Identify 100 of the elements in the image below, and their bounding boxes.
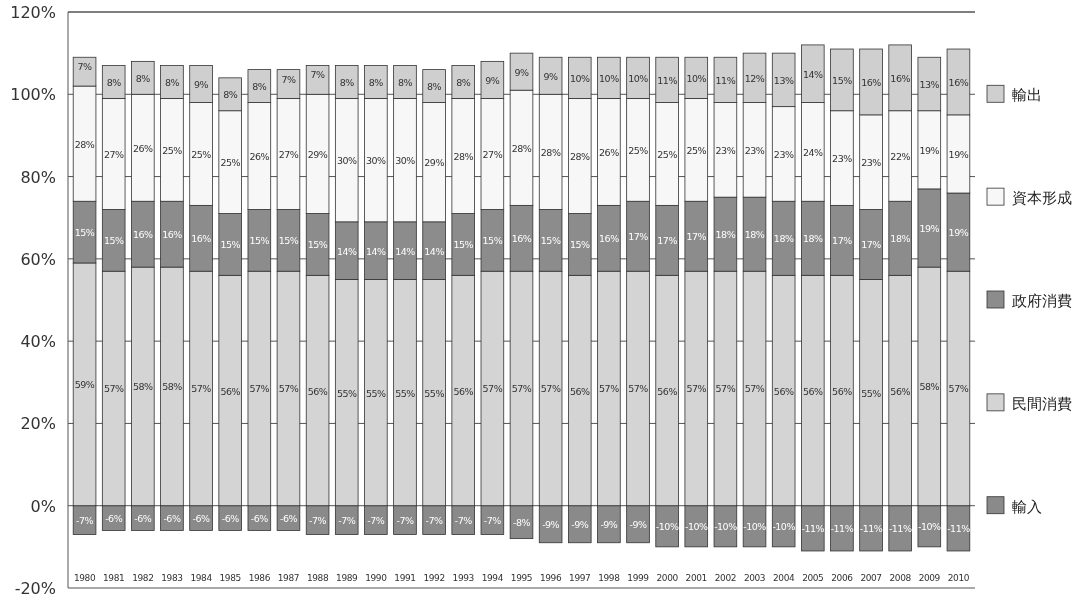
data-label: 15% [482, 235, 503, 247]
data-label: 57% [191, 383, 212, 395]
x-tick-label: 1986 [248, 573, 271, 583]
x-tick-label: 2003 [743, 573, 766, 583]
x-tick-label: 1996 [539, 573, 562, 583]
data-label: 7% [310, 69, 326, 81]
data-label: -10% [655, 521, 679, 533]
data-label: 56% [802, 385, 824, 397]
data-label: -6% [163, 513, 181, 525]
data-label: 15% [103, 235, 124, 247]
data-label: -6% [105, 513, 123, 525]
data-label: 25% [657, 148, 678, 160]
data-label: -7% [425, 515, 444, 527]
data-label: 15% [453, 239, 474, 251]
data-label: 56% [890, 385, 911, 397]
data-label: 57% [249, 383, 270, 395]
data-label: 25% [162, 144, 183, 156]
data-label: -7% [454, 515, 473, 527]
data-label: 8% [339, 76, 355, 88]
data-label: 58% [919, 381, 940, 393]
data-label: 14% [366, 245, 387, 257]
data-label: -11% [888, 523, 912, 535]
data-label: 17% [686, 231, 707, 243]
data-label: 29% [307, 148, 328, 160]
data-label: 28% [511, 142, 532, 154]
data-label: 8% [135, 72, 151, 84]
data-label: -11% [801, 523, 825, 535]
data-label: 26% [133, 142, 154, 154]
data-label: 57% [103, 383, 124, 395]
data-label: -10% [714, 521, 738, 533]
data-label: 57% [948, 383, 969, 395]
data-label: 29% [424, 157, 445, 169]
legend-label: 民間消費 [1012, 394, 1072, 413]
data-label: 8% [456, 76, 471, 88]
data-label: 15% [220, 239, 241, 251]
data-label: 10% [599, 72, 620, 84]
y-tick-label: 100% [10, 85, 56, 105]
x-tick-label: 1991 [394, 573, 416, 583]
x-tick-label: 2002 [714, 573, 737, 583]
x-tick-label: 2001 [685, 573, 707, 583]
data-label: 30% [366, 155, 387, 167]
data-label: 56% [832, 385, 853, 397]
data-label: 14% [802, 68, 824, 80]
data-label: -7% [483, 515, 502, 527]
data-label: 9% [514, 66, 530, 78]
data-label: 28% [74, 138, 95, 150]
data-label: 23% [715, 144, 736, 156]
data-label: 19% [919, 144, 940, 156]
x-tick-label: 1981 [103, 573, 125, 583]
data-label: 14% [395, 245, 416, 257]
data-label: 23% [861, 157, 882, 169]
data-label: 28% [540, 146, 561, 158]
data-label: 14% [336, 245, 357, 257]
data-label: 55% [861, 387, 882, 399]
x-tick-label: 2006 [831, 573, 854, 583]
legend-label: 輸出 [1012, 86, 1042, 105]
y-tick-label: 120% [10, 3, 56, 22]
data-label: 15% [249, 235, 270, 247]
data-label: 18% [890, 233, 911, 245]
data-label: 57% [628, 383, 649, 395]
data-label: 12% [744, 72, 765, 84]
data-label: 8% [164, 76, 180, 88]
data-label: 13% [773, 74, 794, 86]
data-label: -10% [685, 521, 709, 533]
x-tick-label: 1990 [365, 573, 388, 583]
data-label: 15% [307, 239, 328, 251]
data-label: 17% [832, 235, 853, 247]
data-label: 57% [744, 383, 765, 395]
data-label: -8% [513, 517, 531, 529]
data-label: 55% [366, 387, 387, 399]
data-label: 22% [890, 151, 911, 162]
x-tick-label: 1994 [481, 573, 504, 583]
data-label: 58% [162, 381, 183, 393]
data-label: 56% [307, 385, 328, 397]
data-label: 15% [832, 74, 853, 86]
x-tick-label: 1985 [219, 573, 241, 583]
data-label: -7% [338, 515, 356, 527]
data-label: -6% [192, 513, 211, 525]
data-label: -9% [629, 519, 647, 531]
data-label: 57% [540, 383, 561, 395]
x-tick-label: 2009 [918, 573, 941, 583]
data-label: 16% [162, 229, 183, 241]
data-label: -6% [221, 513, 240, 525]
x-tick-label: 2007 [860, 573, 882, 583]
y-tick-label: 0% [30, 496, 56, 516]
data-label: -7% [396, 515, 414, 527]
x-tick-label: 1980 [73, 573, 96, 583]
data-label: 56% [657, 385, 678, 397]
data-label: 57% [511, 383, 532, 395]
legend-label: 政府消費 [1012, 292, 1072, 310]
data-label: -11% [947, 523, 971, 535]
x-tick-label: 1987 [277, 573, 300, 583]
data-label: 17% [628, 231, 649, 243]
y-tick-label: 60% [20, 249, 56, 269]
data-label: -9% [600, 519, 618, 531]
data-label: 16% [861, 76, 882, 88]
data-label: -11% [830, 523, 854, 535]
x-tick-label: 1988 [306, 573, 329, 583]
data-label: 11% [657, 74, 678, 86]
x-tick-label: 2000 [656, 573, 679, 583]
